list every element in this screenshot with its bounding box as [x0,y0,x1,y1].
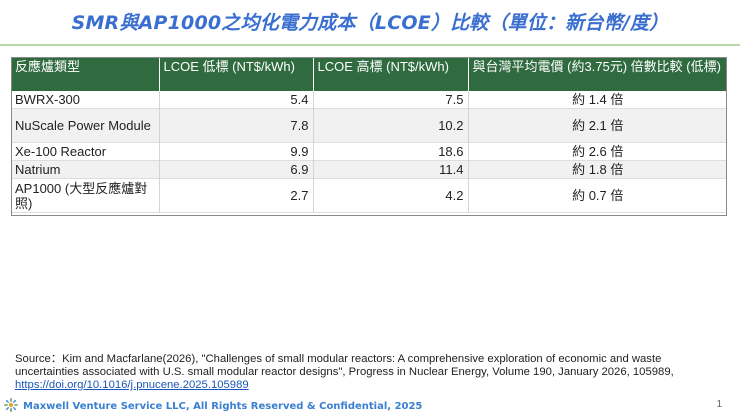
cell-reactor-type: Natrium [11,160,160,179]
table-header-row: 反應爐類型 LCOE 低標 (NT$/kWh) LCOE 高標 (NT$/kWh… [11,57,727,91]
cell-reactor-type: Xe-100 Reactor [11,142,160,161]
title-divider [0,44,740,46]
table-row: Natrium 6.9 11.4 約 1.8 倍 [11,160,727,179]
table-row: NuScale Power Module 7.8 10.2 約 2.1 倍 [11,108,727,143]
header-lcoe-high: LCOE 高標 (NT$/kWh) [313,57,469,91]
cell-lcoe-high: 10.2 [313,108,469,143]
header-reactor-type: 反應爐類型 [11,57,160,91]
cell-lcoe-high: 4.2 [313,178,469,213]
lcoe-comparison-table: 反應爐類型 LCOE 低標 (NT$/kWh) LCOE 高標 (NT$/kWh… [11,57,727,213]
table-row: AP1000 (大型反應爐對照) 2.7 4.2 約 0.7 倍 [11,178,727,213]
cell-lcoe-high: 18.6 [313,142,469,161]
footer-copyright: Maxwell Venture Service LLC, All Rights … [23,400,423,412]
source-doi-link[interactable]: https://doi.org/10.1016/j.pnucene.2025.1… [15,379,249,391]
header-ratio: 與台灣平均電價 (約3.75元) 倍數比較 (低標) [468,57,727,91]
header-lcoe-low: LCOE 低標 (NT$/kWh) [159,57,314,91]
cell-reactor-type: AP1000 (大型反應爐對照) [11,178,160,213]
cell-ratio: 約 0.7 倍 [572,188,624,203]
cell-lcoe-low: 6.9 [159,160,314,179]
source-citation: Source：Kim and Macfarlane(2026), "Challe… [15,353,727,392]
cell-reactor-type: NuScale Power Module [11,108,160,143]
cell-ratio: 約 1.8 倍 [468,160,727,179]
cell-ratio: 約 1.4 倍 [572,92,624,107]
cell-reactor-type: BWRX-300 [11,91,160,109]
cell-ratio: 約 2.6 倍 [572,144,624,159]
table-row: BWRX-300 5.4 7.5 約 1.4 倍 [11,91,727,109]
page-number: 1 [716,399,722,410]
cell-lcoe-high: 7.5 [313,91,469,109]
sunburst-logo-icon [4,397,18,416]
cell-lcoe-low: 9.9 [159,142,314,161]
cell-lcoe-low: 7.8 [159,108,314,143]
cell-lcoe-high: 11.4 [313,160,469,179]
source-text: Source：Kim and Macfarlane(2026), "Challe… [15,353,674,378]
cell-lcoe-low: 5.4 [159,91,314,109]
table-row: Xe-100 Reactor 9.9 18.6 約 2.6 倍 [11,142,727,161]
cell-lcoe-low: 2.7 [159,178,314,213]
cell-ratio: 約 2.1 倍 [468,108,727,143]
page-title: SMR與AP1000之均化電力成本（LCOE）比較（單位：新台幣/度） [71,12,669,34]
footer: Maxwell Venture Service LLC, All Rights … [4,397,423,416]
